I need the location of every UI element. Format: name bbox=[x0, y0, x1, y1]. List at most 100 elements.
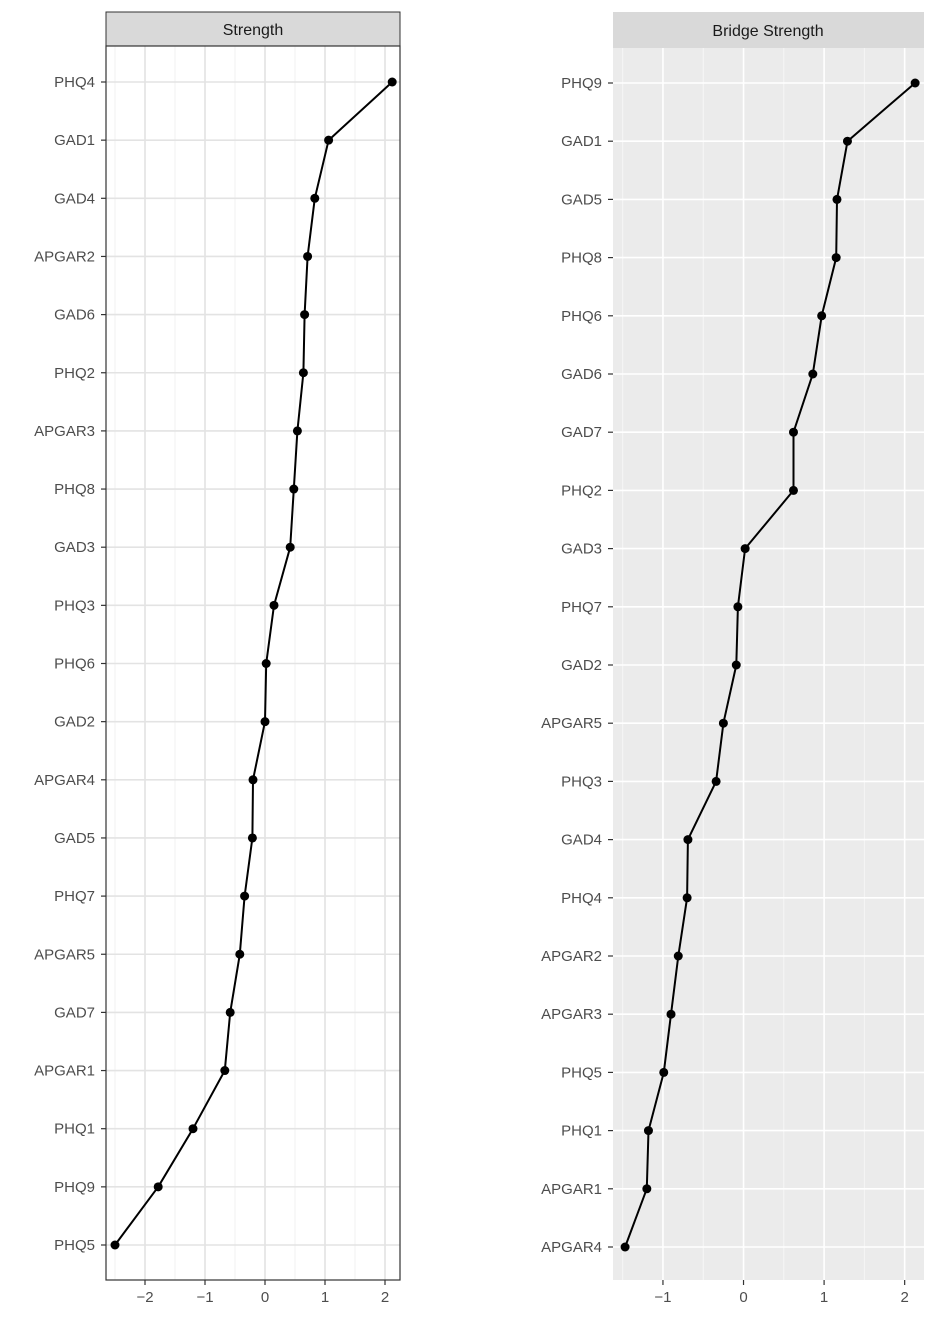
bridge-strength-y-labels: PHQ9 GAD1 GAD5 PHQ8 PHQ6 GAD6 GAD7 PHQ2 GAD3 PHQ7… bbox=[541, 75, 602, 1256]
bridge-strength-y-tick-label-apgar1: APGAR1 bbox=[541, 1181, 602, 1198]
bridge-strength-x-tick-label-1: 0 bbox=[739, 1289, 747, 1306]
bridge-strength-point-apgar3 bbox=[666, 1009, 676, 1019]
strength-y-tick-label-apgar1: APGAR1 bbox=[34, 1063, 95, 1080]
bridge-strength-y-tick-label-gad5: GAD5 bbox=[561, 191, 602, 208]
bridge-strength-plot-area bbox=[613, 48, 924, 1280]
bridge-strength-y-tick-label-phq8: PHQ8 bbox=[561, 250, 602, 267]
bridge-strength-y-tick-label-phq4: PHQ4 bbox=[561, 890, 602, 907]
bridge-strength-panel: Bridge Strength PHQ9 GAD1 GAD5 PHQ8 PHQ6 GAD6… bbox=[541, 12, 924, 1306]
bridge-strength-x-tick-label-0: −1 bbox=[654, 1289, 671, 1306]
bridge-strength-point-gad7 bbox=[788, 427, 798, 437]
strength-panel-border bbox=[105, 45, 401, 1281]
strength-y-labels: PHQ4 GAD1 GAD4 APGAR2 GAD6 PHQ2 APGAR3 PHQ8 GAD3… bbox=[34, 74, 95, 1254]
bridge-strength-point-gad6 bbox=[808, 369, 818, 379]
bridge-strength-y-tick-label-apgar2: APGAR2 bbox=[541, 948, 602, 965]
strength-y-tick-label-apgar5: APGAR5 bbox=[34, 946, 95, 963]
bridge-strength-y-tick-label-gad1: GAD1 bbox=[561, 133, 602, 150]
strength-panel: Strength PHQ4 GAD1 GAD4 APGAR2 GAD6 PHQ2 APGAR… bbox=[34, 11, 401, 1306]
bridge-strength-y-tick-label-phq9: PHQ9 bbox=[561, 75, 602, 92]
strength-point-gad4 bbox=[310, 193, 320, 203]
strength-x-ticks bbox=[144, 1280, 386, 1285]
strength-y-tick-label-gad5: GAD5 bbox=[54, 830, 95, 847]
bridge-strength-point-phq9 bbox=[910, 78, 920, 88]
bridge-strength-y-tick-label-phq2: PHQ2 bbox=[561, 482, 602, 499]
strength-y-tick-label-gad7: GAD7 bbox=[54, 1004, 95, 1021]
bridge-strength-point-apgar2 bbox=[673, 951, 683, 961]
strength-point-phq3 bbox=[269, 600, 279, 610]
strength-point-phq6 bbox=[261, 659, 271, 668]
strength-point-phq4 bbox=[387, 77, 397, 87]
strength-point-phq9 bbox=[153, 1182, 163, 1192]
bridge-strength-y-tick-label-gad2: GAD2 bbox=[561, 657, 602, 674]
strength-point-gad3 bbox=[285, 542, 295, 552]
strength-x-tick-label-3: 1 bbox=[321, 1289, 329, 1306]
strength-y-tick-label-gad3: GAD3 bbox=[54, 539, 95, 556]
bridge-strength-grid-minor bbox=[622, 48, 865, 1280]
bridge-strength-y-tick-label-phq7: PHQ7 bbox=[561, 599, 602, 616]
bridge-strength-point-gad2 bbox=[731, 660, 741, 670]
bridge-strength-point-phq2 bbox=[788, 485, 798, 495]
bridge-strength-point-phq6 bbox=[817, 311, 827, 321]
bridge-strength-point-phq3 bbox=[711, 776, 721, 786]
strength-point-apgar5 bbox=[235, 949, 245, 959]
bridge-strength-y-tick-label-gad4: GAD4 bbox=[561, 832, 602, 849]
bridge-strength-point-phq4 bbox=[682, 893, 692, 903]
bridge-strength-x-tick-label-3: 2 bbox=[900, 1289, 908, 1306]
strength-y-tick-label-apgar2: APGAR2 bbox=[34, 248, 95, 265]
strength-y-tick-label-phq2: PHQ2 bbox=[54, 365, 95, 382]
bridge-strength-point-gad4 bbox=[683, 835, 693, 845]
strength-series bbox=[110, 77, 397, 1250]
bridge-strength-series bbox=[620, 78, 920, 1252]
bridge-strength-y-tick-label-apgar4: APGAR4 bbox=[541, 1239, 602, 1256]
bridge-strength-point-apgar5 bbox=[718, 718, 728, 728]
strength-y-tick-label-phq6: PHQ6 bbox=[54, 656, 95, 673]
bridge-strength-x-labels: −1 0 1 2 bbox=[654, 1289, 908, 1306]
strength-x-tick-label-4: 2 bbox=[381, 1289, 389, 1306]
strength-x-tick-label-2: 0 bbox=[261, 1289, 269, 1306]
strength-y-tick-label-phq9: PHQ9 bbox=[54, 1179, 95, 1196]
strength-y-tick-label-gad4: GAD4 bbox=[54, 190, 95, 207]
strength-y-tick-label-gad6: GAD6 bbox=[54, 307, 95, 324]
strength-y-tick-label-phq8: PHQ8 bbox=[54, 481, 95, 498]
bridge-strength-y-tick-label-gad6: GAD6 bbox=[561, 366, 602, 383]
bridge-strength-point-phq5 bbox=[659, 1067, 669, 1077]
strength-strip bbox=[105, 11, 401, 47]
strength-strip-title: Strength bbox=[223, 22, 283, 39]
strength-y-tick-label-phq1: PHQ1 bbox=[54, 1121, 95, 1138]
strength-point-gad2 bbox=[260, 717, 270, 727]
strength-point-gad5 bbox=[247, 833, 257, 843]
strength-y-tick-label-phq5: PHQ5 bbox=[54, 1237, 95, 1254]
bridge-strength-strip bbox=[613, 12, 924, 48]
bridge-strength-point-apgar4 bbox=[620, 1242, 630, 1252]
bridge-strength-y-tick-label-phq5: PHQ5 bbox=[561, 1064, 602, 1081]
bridge-strength-y-tick-label-apgar5: APGAR5 bbox=[541, 715, 602, 732]
bridge-strength-point-phq7 bbox=[733, 602, 743, 612]
strength-y-tick-label-phq3: PHQ3 bbox=[54, 597, 95, 614]
bridge-strength-point-gad1 bbox=[842, 136, 852, 146]
strength-point-phq5 bbox=[110, 1240, 120, 1250]
strength-point-gad1 bbox=[324, 135, 334, 145]
bridge-strength-y-tick-label-phq6: PHQ6 bbox=[561, 308, 602, 325]
bridge-strength-y-tick-label-gad3: GAD3 bbox=[561, 541, 602, 558]
strength-point-apgar3 bbox=[292, 426, 302, 436]
strength-x-labels: −2 −1 0 1 2 bbox=[136, 1289, 389, 1306]
strength-y-tick-label-phq4: PHQ4 bbox=[54, 74, 95, 91]
strength-x-tick-label-1: −1 bbox=[196, 1289, 213, 1306]
strength-point-gad7 bbox=[225, 1007, 235, 1017]
strength-y-tick-label-phq7: PHQ7 bbox=[54, 888, 95, 905]
strength-y-tick-label-gad2: GAD2 bbox=[54, 714, 95, 731]
bridge-strength-x-ticks bbox=[662, 1280, 906, 1285]
strength-y-tick-label-gad1: GAD1 bbox=[54, 132, 95, 149]
strength-y-tick-label-apgar3: APGAR3 bbox=[34, 423, 95, 440]
strength-x-tick-label-0: −2 bbox=[136, 1289, 153, 1306]
strength-point-phq2 bbox=[298, 368, 308, 378]
bridge-strength-point-gad3 bbox=[740, 544, 750, 554]
strength-grid-major bbox=[106, 46, 400, 1280]
strength-y-ticks bbox=[101, 81, 106, 1246]
bridge-strength-y-tick-label-phq1: PHQ1 bbox=[561, 1123, 602, 1140]
bridge-strength-y-ticks bbox=[608, 82, 613, 1248]
bridge-strength-point-phq8 bbox=[831, 253, 841, 263]
bridge-strength-y-tick-label-gad7: GAD7 bbox=[561, 424, 602, 441]
bridge-strength-strip-title: Bridge Strength bbox=[712, 23, 823, 40]
